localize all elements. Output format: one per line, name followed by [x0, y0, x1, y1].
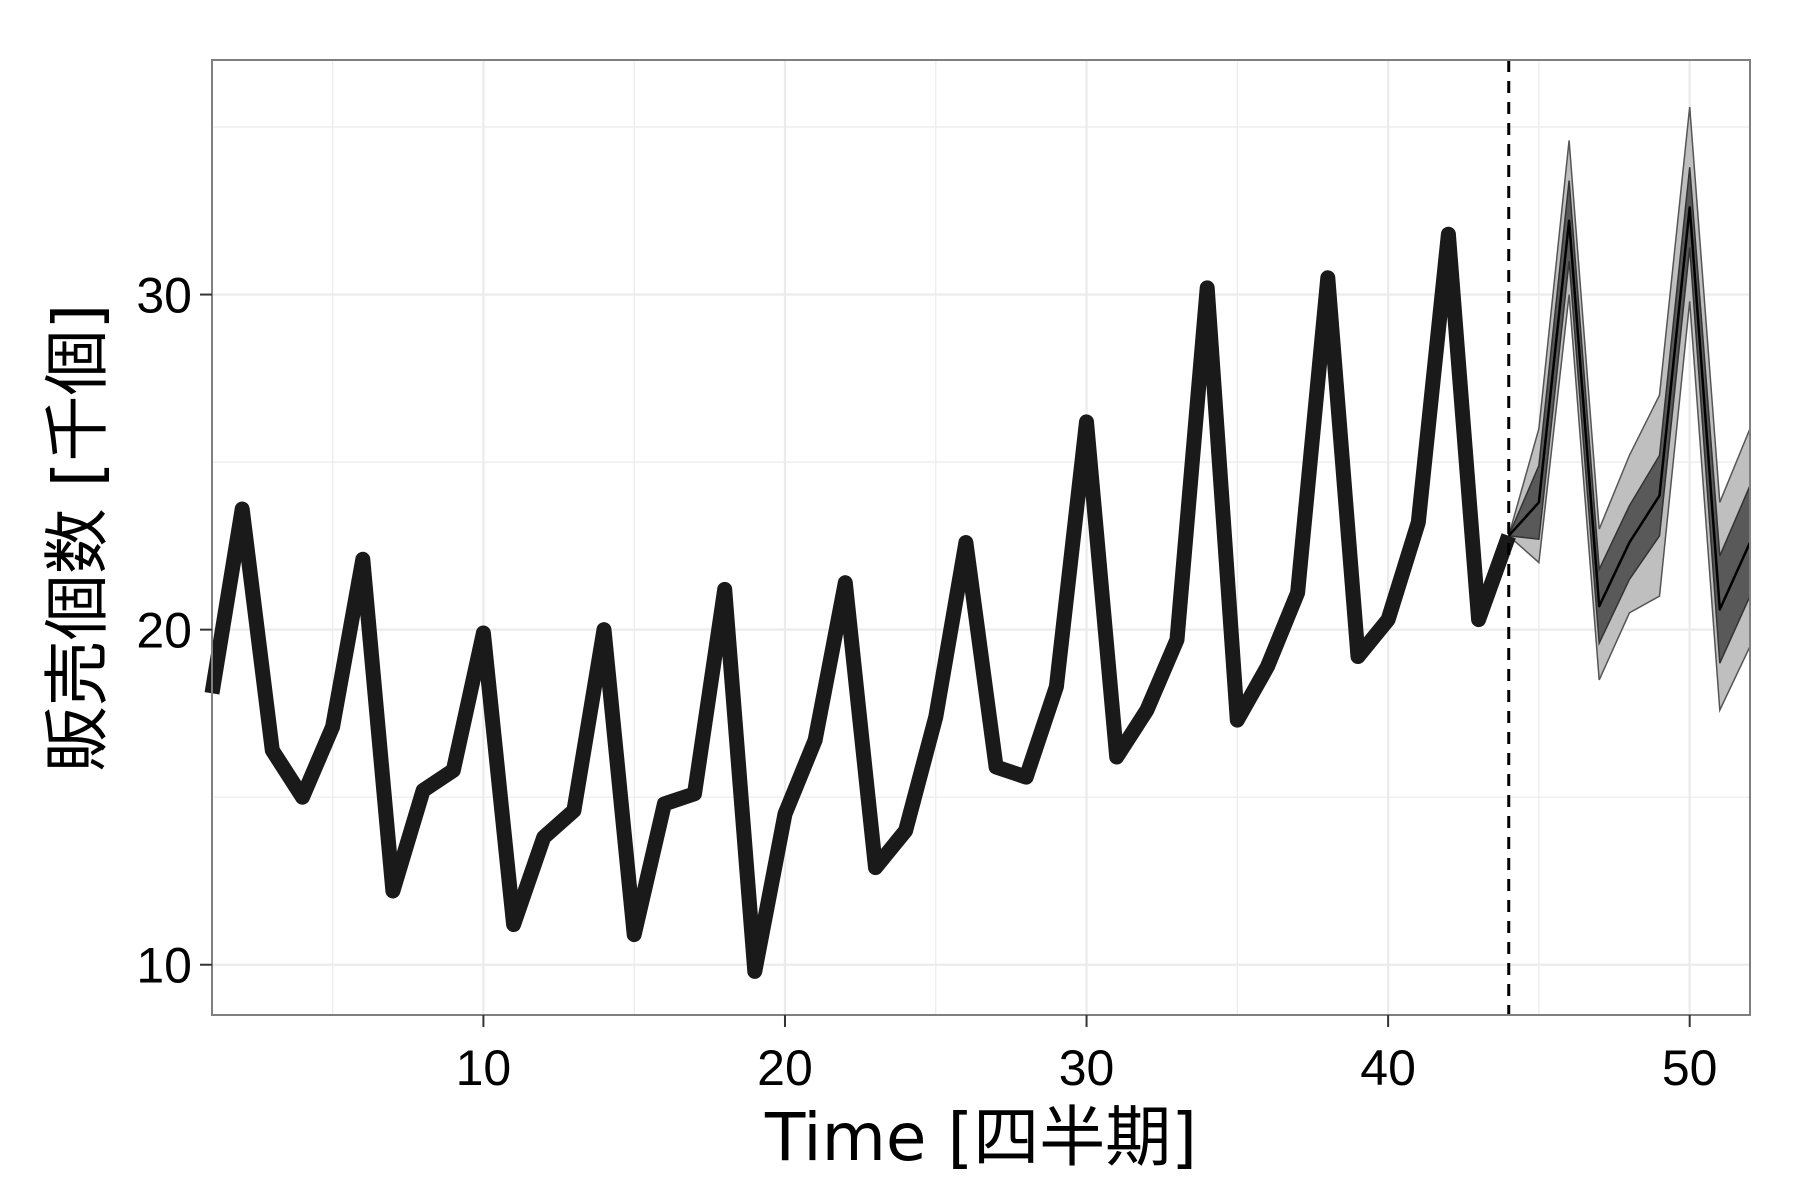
axis-ticks — [200, 293, 1691, 1027]
observed-series-line — [204, 226, 1516, 979]
x-tick-label: 20 — [757, 1040, 813, 1096]
x-tick-label: 40 — [1360, 1040, 1416, 1096]
y-axis-title: 販売個数 [千個] — [39, 304, 116, 772]
x-tick-label: 30 — [1059, 1040, 1115, 1096]
series-lines — [204, 206, 1752, 979]
forecast-mean-line — [1507, 206, 1752, 611]
x-tick-label: 10 — [456, 1040, 512, 1096]
panel-border — [211, 59, 1751, 1016]
plot-panel — [212, 60, 1750, 1015]
x-tick-label: 50 — [1662, 1040, 1718, 1096]
y-tick-label: 20 — [136, 603, 192, 659]
grid-minor — [212, 60, 1750, 1015]
x-axis-title: Time [四半期] — [764, 1099, 1197, 1176]
axis-tick-labels: 10 20 30 40 50 10 20 30 — [136, 268, 1717, 1096]
y-tick-label: 30 — [136, 268, 192, 324]
y-tick-label: 10 — [136, 938, 192, 994]
